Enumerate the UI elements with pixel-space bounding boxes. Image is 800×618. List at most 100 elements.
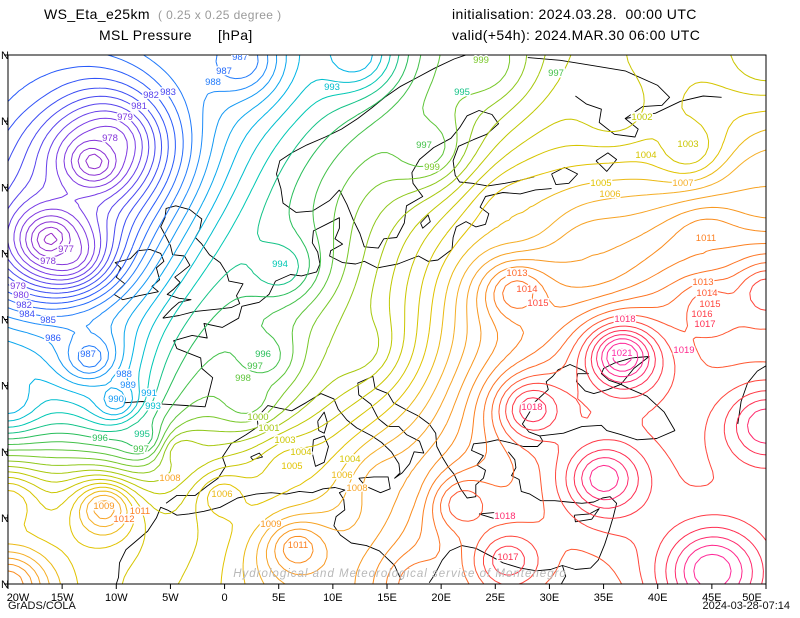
isobar-path-1018 [581,334,766,584]
contour-label: 987 [232,52,248,63]
contour-label: 1008 [159,473,180,484]
contour-label: 1014 [696,288,717,299]
contour-label: 1018 [521,402,542,413]
contour-label: 987 [216,66,232,77]
contour-label: 979 [10,281,26,292]
isobar-path-999 [8,55,511,467]
lat-tick-label: N [1,579,9,591]
contour-label: 995 [454,87,470,98]
coastline-path [317,411,328,434]
variable-line: MSL Pressure [hPa] [99,27,253,43]
contour-label: 1017 [694,319,715,330]
contour-label: 999 [424,162,440,173]
lon-tick-label: 50E [742,592,762,604]
isobar-path-997 [8,55,422,455]
title-line: WS_Eta_e25km ( 0.25 x 0.25 degree ) [44,6,282,22]
contour-label: 977 [58,244,74,255]
isobar-path-986 [8,65,176,304]
isobar-path-1021 [612,348,632,366]
axis-layer: 20W 15W 10W 5W 0 5E 10E 15E 20E 25E 30E 35E 40E 45E 50… [1,50,767,604]
contour-label: 1003 [677,139,698,150]
isobar-path-994 [8,55,391,428]
lon-tick-label: 10E [323,592,343,604]
contour-label: 1015 [527,298,548,309]
isobar-path-975 [43,232,58,246]
lat-tick-label: N [1,248,9,260]
contour-label: 997 [247,361,263,372]
contour-label: 1006 [599,189,620,200]
contour-label: 1011 [696,233,716,244]
contour-label: 988 [205,77,221,88]
lon-tick-label: 20E [431,592,451,604]
generation-timestamp: 2024-03-28-07:14 [702,600,790,612]
coastline-path [339,110,535,249]
contour-label: 1000 [247,412,268,423]
contour-label: 1005 [590,178,611,189]
isobar-path-982 [8,103,150,285]
coastline-path [478,512,510,520]
contour-label: 1018 [614,314,635,325]
lat-tick-label: N [1,513,9,525]
isobar-path-988 [8,55,259,368]
coastline-path [625,95,722,119]
contour-label: 1011 [288,540,308,551]
coastline-path [527,57,671,138]
isobar-path-1010 [8,218,766,584]
contour-label: 1013 [506,268,527,279]
isobar-path-985 [8,77,169,299]
isobar-path-1019 [589,338,743,584]
isobar-path-1000 [8,55,528,474]
contour-label: 1016 [691,309,712,320]
lon-tick-label: 20W [7,592,30,604]
contour-label: 997 [416,140,432,151]
contour-label: 1007 [672,178,693,189]
model-resolution: ( 0.25 x 0.25 degree ) [157,8,282,22]
lon-tick-label: 45E [702,592,722,604]
isobar-path-1016 [492,325,766,584]
contour-label: 996 [255,349,271,360]
coastline-path [595,152,618,172]
contour-label: 997 [133,444,149,455]
isobar-path-990 [8,55,278,380]
lon-tick-label: 25E [485,592,505,604]
coastline-path [521,364,676,437]
coastline-path [573,508,600,523]
isobar-path-1011 [385,243,766,584]
coastline-path [160,205,244,319]
isobar-path-978 [25,139,117,266]
contour-label: 1009 [260,519,281,530]
isobar-path-996 [8,55,410,448]
contour-label: 1001 [258,423,279,434]
lon-tick-label: 0 [222,592,228,604]
isobar-path-995 [8,55,400,434]
coastline-path [420,214,431,229]
contour-label: 1008 [346,483,367,494]
isobar-path-993 [8,55,383,422]
coastline-path [276,55,468,213]
isobar-path-983 [8,95,156,290]
coastline-path [250,452,263,461]
contour-label: 1015 [699,299,720,310]
isobar-path-976 [36,153,103,252]
coastlines-layer [113,55,766,584]
isobar-path-980 [13,117,136,276]
lat-tick-label: N [1,116,9,128]
contour-label: 1017 [497,552,518,563]
contour-label: 1018 [494,511,515,522]
contour-label: 989 [120,380,136,391]
contour-label: 986 [45,333,61,344]
contour-label: 1012 [113,514,134,525]
coastline-path [113,248,165,301]
isobar-path-1004 [8,81,766,584]
contour-label: 990 [108,394,124,405]
grads-credit: GrADS/COLA [8,600,76,612]
coastline-path [600,356,650,385]
contour-label: 978 [40,256,56,267]
isobars-layer [8,55,766,584]
isobar-path-1005 [8,110,766,584]
contour-label: 995 [134,429,150,440]
contour-label: 984 [19,309,35,320]
contour-label: 1006 [211,489,232,500]
